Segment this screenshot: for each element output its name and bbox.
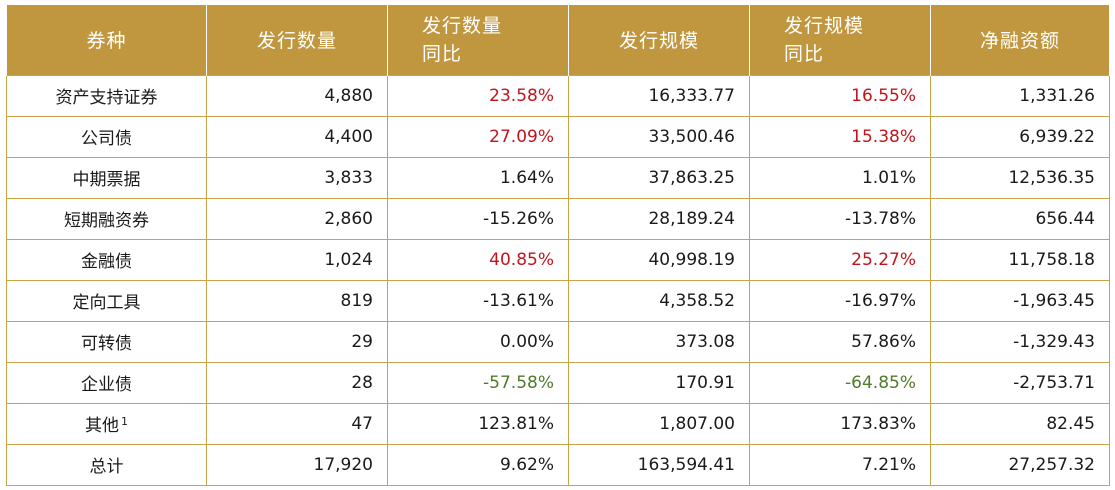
- cell-issue-count-yoy: 123.81%: [387, 402, 569, 445]
- cell-net-financing: 1,331.26: [930, 74, 1110, 117]
- cell-issue-scale: 373.08: [568, 320, 750, 363]
- cell-bond-type: 总计: [6, 443, 207, 486]
- bond-type-label: 企业债: [81, 375, 132, 395]
- cell-issue-count: 4,880: [206, 74, 388, 117]
- bond-type-label: 金融债: [81, 252, 132, 272]
- cell-issue-scale: 163,594.41: [568, 443, 750, 486]
- bond-issuance-table-container: 券种 发行数量 发行数量 同比 发行规模 发行规模 同比 净融资额 资产支持证券…: [6, 5, 1110, 486]
- header-issue-count-yoy: 发行数量 同比: [387, 5, 569, 75]
- cell-issue-scale: 4,358.52: [568, 279, 750, 322]
- cell-issue-scale: 16,333.77: [568, 74, 750, 117]
- header-issue-count: 发行数量: [206, 5, 388, 75]
- cell-issue-count-yoy: 27.09%: [387, 115, 569, 158]
- table-row: 其他 1 47 123.81% 1,807.00 173.83% 82.45: [6, 402, 1110, 445]
- cell-issue-scale-yoy: 7.21%: [749, 443, 931, 486]
- table-row: 中期票据 3,833 1.64% 37,863.25 1.01% 12,536.35: [6, 156, 1110, 199]
- cell-issue-scale-yoy: 173.83%: [749, 402, 931, 445]
- cell-issue-count-yoy: 9.62%: [387, 443, 569, 486]
- cell-bond-type: 中期票据: [6, 156, 207, 199]
- bond-issuance-table: 券种 发行数量 发行数量 同比 发行规模 发行规模 同比 净融资额 资产支持证券…: [6, 5, 1110, 486]
- cell-issue-count-yoy: 0.00%: [387, 320, 569, 363]
- header-issue-scale-yoy-line2: 同比: [784, 42, 825, 65]
- cell-bond-type: 可转债: [6, 320, 207, 363]
- cell-issue-count: 29: [206, 320, 388, 363]
- cell-issue-count: 17,920: [206, 443, 388, 486]
- table-row: 资产支持证券 4,880 23.58% 16,333.77 16.55% 1,331.26: [6, 74, 1110, 117]
- cell-issue-count: 4,400: [206, 115, 388, 158]
- cell-bond-type: 短期融资券: [6, 197, 207, 240]
- bond-type-label: 可转债: [81, 334, 132, 354]
- bond-type-label: 中期票据: [72, 170, 141, 190]
- bond-type-label: 资产支持证券: [55, 88, 158, 108]
- cell-bond-type: 企业债: [6, 361, 207, 404]
- cell-net-financing: 6,939.22: [930, 115, 1110, 158]
- bond-type-label: 定向工具: [72, 293, 141, 313]
- bond-type-label: 总计: [89, 457, 124, 477]
- cell-bond-type: 其他 1: [6, 402, 207, 445]
- cell-net-financing: 11,758.18: [930, 238, 1110, 281]
- cell-bond-type: 资产支持证券: [6, 74, 207, 117]
- header-issue-count-yoy-line2: 同比: [422, 42, 463, 65]
- table-row: 总计 17,920 9.62% 163,594.41 7.21% 27,257.32: [6, 443, 1110, 486]
- cell-issue-count-yoy: -13.61%: [387, 279, 569, 322]
- cell-issue-scale: 170.91: [568, 361, 750, 404]
- cell-bond-type: 公司债: [6, 115, 207, 158]
- cell-issue-scale: 33,500.46: [568, 115, 750, 158]
- cell-net-financing: -1,329.43: [930, 320, 1110, 363]
- cell-issue-scale: 40,998.19: [568, 238, 750, 281]
- cell-issue-scale: 28,189.24: [568, 197, 750, 240]
- cell-issue-count: 2,860: [206, 197, 388, 240]
- cell-issue-count: 47: [206, 402, 388, 445]
- table-header-row: 券种 发行数量 发行数量 同比 发行规模 发行规模 同比 净融资额: [6, 5, 1110, 75]
- bond-type-label: 短期融资券: [64, 211, 149, 231]
- cell-issue-scale: 1,807.00: [568, 402, 750, 445]
- bond-type-label: 公司债: [81, 129, 132, 149]
- cell-issue-scale-yoy: 1.01%: [749, 156, 931, 199]
- cell-issue-scale-yoy: 15.38%: [749, 115, 931, 158]
- table-row: 短期融资券 2,860 -15.26% 28,189.24 -13.78% 656.44: [6, 197, 1110, 240]
- cell-issue-scale-yoy: -64.85%: [749, 361, 931, 404]
- table-row: 定向工具 819 -13.61% 4,358.52 -16.97% -1,963.45: [6, 279, 1110, 322]
- table-row: 可转债 29 0.00% 373.08 57.86% -1,329.43: [6, 320, 1110, 363]
- cell-net-financing: -2,753.71: [930, 361, 1110, 404]
- cell-issue-count-yoy: 23.58%: [387, 74, 569, 117]
- cell-issue-scale-yoy: 16.55%: [749, 74, 931, 117]
- cell-net-financing: 82.45: [930, 402, 1110, 445]
- header-issue-scale-yoy-line1: 发行规模: [784, 14, 865, 37]
- cell-issue-count-yoy: 40.85%: [387, 238, 569, 281]
- cell-net-financing: 12,536.35: [930, 156, 1110, 199]
- bond-type-label: 其他: [85, 416, 119, 436]
- cell-net-financing: 656.44: [930, 197, 1110, 240]
- cell-bond-type: 金融债: [6, 238, 207, 281]
- table-row: 企业债 28 -57.58% 170.91 -64.85% -2,753.71: [6, 361, 1110, 404]
- cell-net-financing: -1,963.45: [930, 279, 1110, 322]
- header-issue-count-yoy-line1: 发行数量: [422, 14, 503, 37]
- header-net-financing: 净融资额: [930, 5, 1110, 75]
- table-row: 公司债 4,400 27.09% 33,500.46 15.38% 6,939.22: [6, 115, 1110, 158]
- cell-issue-count: 28: [206, 361, 388, 404]
- cell-issue-count-yoy: -57.58%: [387, 361, 569, 404]
- cell-issue-count: 3,833: [206, 156, 388, 199]
- cell-issue-count: 1,024: [206, 238, 388, 281]
- cell-bond-type: 定向工具: [6, 279, 207, 322]
- footnote-marker: 1: [121, 415, 128, 428]
- cell-issue-count: 819: [206, 279, 388, 322]
- header-issue-scale: 发行规模: [568, 5, 750, 75]
- cell-issue-scale: 37,863.25: [568, 156, 750, 199]
- header-bond-type: 券种: [6, 5, 207, 75]
- header-issue-scale-yoy: 发行规模 同比: [749, 5, 931, 75]
- cell-issue-count-yoy: -15.26%: [387, 197, 569, 240]
- table-row: 金融债 1,024 40.85% 40,998.19 25.27% 11,758.18: [6, 238, 1110, 281]
- cell-net-financing: 27,257.32: [930, 443, 1110, 486]
- cell-issue-scale-yoy: 57.86%: [749, 320, 931, 363]
- cell-issue-count-yoy: 1.64%: [387, 156, 569, 199]
- cell-issue-scale-yoy: -16.97%: [749, 279, 931, 322]
- cell-issue-scale-yoy: 25.27%: [749, 238, 931, 281]
- cell-issue-scale-yoy: -13.78%: [749, 197, 931, 240]
